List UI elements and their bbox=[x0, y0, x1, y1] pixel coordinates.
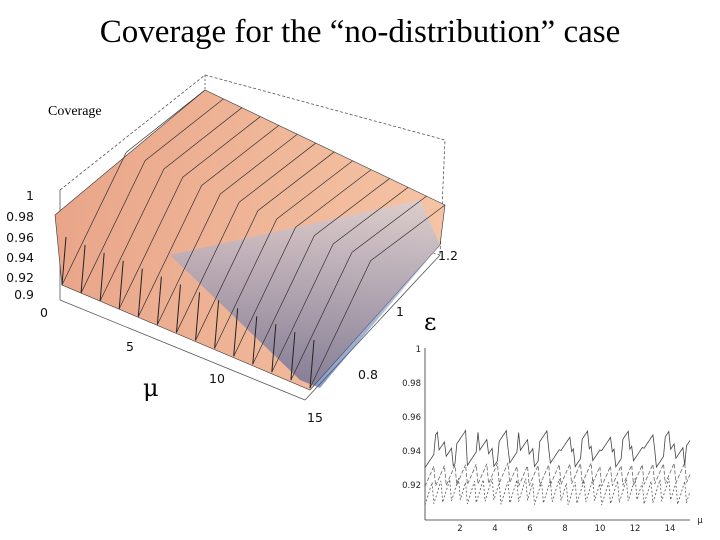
surface-ridge bbox=[176, 142, 316, 333]
surface-ridges bbox=[61, 89, 446, 389]
surface-ridge-edge bbox=[214, 300, 220, 349]
y-axis-ticks: 0.8 1 1.2 bbox=[358, 248, 458, 382]
inset-curve bbox=[424, 461, 691, 488]
x-tick-label: 15 bbox=[307, 410, 323, 425]
surface-ridge-edge bbox=[137, 268, 143, 317]
inset-x-tick-label: 4 bbox=[492, 524, 497, 534]
inset-y-ticks: 1 0.98 0.96 0.94 0.92 bbox=[402, 345, 421, 491]
surface-ridge-edge bbox=[290, 332, 296, 381]
inset-x-tick-label: 14 bbox=[665, 524, 676, 534]
surface-ridge bbox=[195, 151, 335, 341]
y-tick-label: 0.8 bbox=[358, 367, 378, 382]
surface-ridge-edge bbox=[61, 236, 67, 286]
surface-ridge-edge bbox=[118, 260, 124, 309]
surface-ridge bbox=[157, 133, 298, 325]
surface-ridge-edge bbox=[271, 324, 277, 373]
inset-y-tick-label: 0.92 bbox=[402, 481, 421, 491]
inset-plot: 1 0.98 0.96 0.94 0.92 2 4 6 8 10 12 14 μ bbox=[402, 345, 703, 534]
surface-ridge bbox=[252, 178, 390, 365]
surface-ridge-edge bbox=[233, 308, 239, 357]
z-tick-label: 1 bbox=[26, 188, 34, 203]
inset-x-tick-label: 8 bbox=[562, 524, 567, 534]
y-tick-label: 1.2 bbox=[438, 248, 458, 263]
inset-curves bbox=[424, 429, 691, 506]
x-axis-label: μ bbox=[143, 374, 159, 402]
surface-ridge bbox=[118, 116, 261, 309]
surface-ridge-edge bbox=[309, 339, 315, 389]
surface-ridge bbox=[137, 125, 280, 317]
x-tick-label: 10 bbox=[209, 371, 225, 386]
z-axis-label: Coverage bbox=[48, 104, 102, 119]
inset-x-axis-label: μ bbox=[697, 516, 703, 526]
coverage-surface bbox=[54, 89, 446, 391]
inset-x-ticks: 2 4 6 8 10 12 14 μ bbox=[457, 516, 703, 534]
z-tick-label: 0.9 bbox=[14, 287, 34, 302]
inset-x-tick-label: 10 bbox=[595, 524, 606, 534]
y-axis-label: ε bbox=[424, 308, 436, 336]
surface-ridge-edge bbox=[195, 292, 201, 341]
inset-curve bbox=[424, 429, 691, 469]
surface-ridge bbox=[99, 107, 243, 301]
inset-x-tick-label: 2 bbox=[457, 524, 462, 534]
surface-ridge-edge bbox=[80, 244, 86, 293]
inset-x-tick-label: 6 bbox=[527, 524, 532, 534]
surface-ridge bbox=[80, 98, 224, 294]
inset-y-tick-label: 0.94 bbox=[402, 447, 421, 457]
z-tick-label: 0.96 bbox=[6, 230, 34, 245]
inset-y-tick-label: 1 bbox=[416, 345, 421, 355]
surface-ridge bbox=[290, 195, 427, 381]
inset-x-tick-label: 12 bbox=[630, 524, 641, 534]
surface-ridge-edge bbox=[99, 252, 105, 301]
x-axis-ticks: 5 10 15 bbox=[126, 339, 323, 425]
surface-ridge-edge bbox=[252, 316, 258, 365]
surface-ridge bbox=[214, 160, 353, 349]
surface-ridge bbox=[271, 187, 409, 373]
slide-title: Coverage for the “no-distribution” case bbox=[99, 14, 621, 50]
z-tick-label: 0.94 bbox=[6, 250, 34, 265]
surface-ridge-edge bbox=[175, 284, 181, 333]
surface-ridge bbox=[61, 89, 206, 286]
z-tick-label: 0.98 bbox=[6, 209, 34, 224]
z-tick-label: 0.92 bbox=[6, 270, 34, 285]
surface-ridge bbox=[233, 169, 372, 357]
inset-curve bbox=[424, 478, 691, 506]
inset-y-tick-label: 0.98 bbox=[402, 379, 421, 389]
x-tick-label: 5 bbox=[126, 339, 134, 354]
z-tick-label: 0 bbox=[40, 305, 48, 320]
surface-ridge bbox=[309, 204, 446, 389]
y-tick-label: 1 bbox=[396, 304, 404, 319]
surface-ridge-edge bbox=[156, 276, 162, 325]
inset-y-tick-label: 0.96 bbox=[402, 413, 421, 423]
z-axis-ticks: 1 0.98 0.96 0.94 0.92 0.9 0 bbox=[6, 188, 48, 320]
